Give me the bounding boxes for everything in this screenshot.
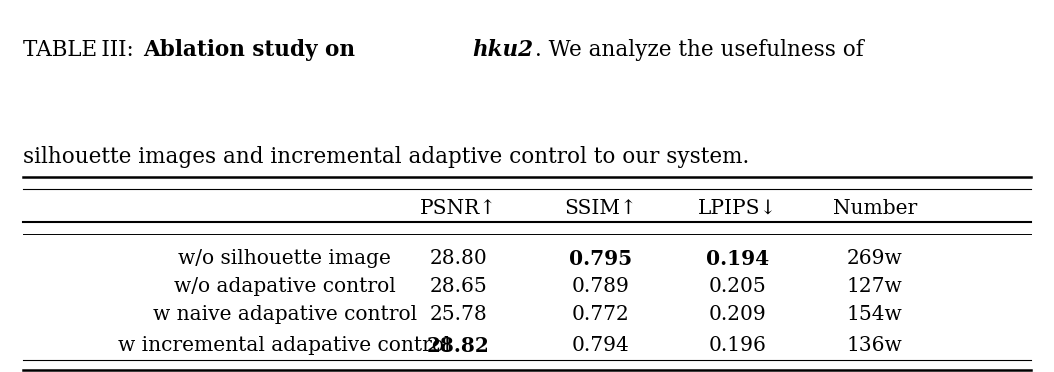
Text: 0.794: 0.794: [572, 336, 629, 355]
Text: 0.196: 0.196: [709, 336, 766, 355]
Text: silhouette images and incremental adaptive control to our system.: silhouette images and incremental adapti…: [23, 147, 749, 169]
Text: 28.80: 28.80: [430, 249, 487, 268]
Text: 154w: 154w: [847, 305, 902, 324]
Text: 25.78: 25.78: [430, 305, 487, 324]
Text: Number: Number: [833, 199, 917, 218]
Text: 269w: 269w: [847, 249, 902, 268]
Text: 0.194: 0.194: [706, 248, 769, 269]
Text: 0.205: 0.205: [709, 277, 766, 296]
Text: 136w: 136w: [847, 336, 902, 355]
Text: w naive adapative control: w naive adapative control: [153, 305, 416, 324]
Text: 0.772: 0.772: [572, 305, 629, 324]
Text: 28.82: 28.82: [427, 336, 490, 356]
Text: 28.65: 28.65: [430, 277, 487, 296]
Text: PSNR↑: PSNR↑: [419, 199, 497, 218]
Text: Ablation study on: Ablation study on: [143, 39, 363, 61]
Text: w/o adapative control: w/o adapative control: [174, 277, 395, 296]
Text: LPIPS↓: LPIPS↓: [698, 199, 778, 218]
Text: . We analyze the usefulness of: . We analyze the usefulness of: [535, 39, 864, 61]
Text: hku2: hku2: [472, 39, 533, 61]
Text: 0.795: 0.795: [569, 248, 632, 269]
Text: 0.789: 0.789: [572, 277, 629, 296]
Text: 0.209: 0.209: [709, 305, 766, 324]
Text: SSIM↑: SSIM↑: [564, 199, 638, 218]
Text: w/o silhouette image: w/o silhouette image: [178, 249, 391, 268]
Text: w incremental adapative control: w incremental adapative control: [118, 336, 451, 355]
Text: TABLE III:: TABLE III:: [23, 39, 141, 61]
Text: 127w: 127w: [847, 277, 902, 296]
